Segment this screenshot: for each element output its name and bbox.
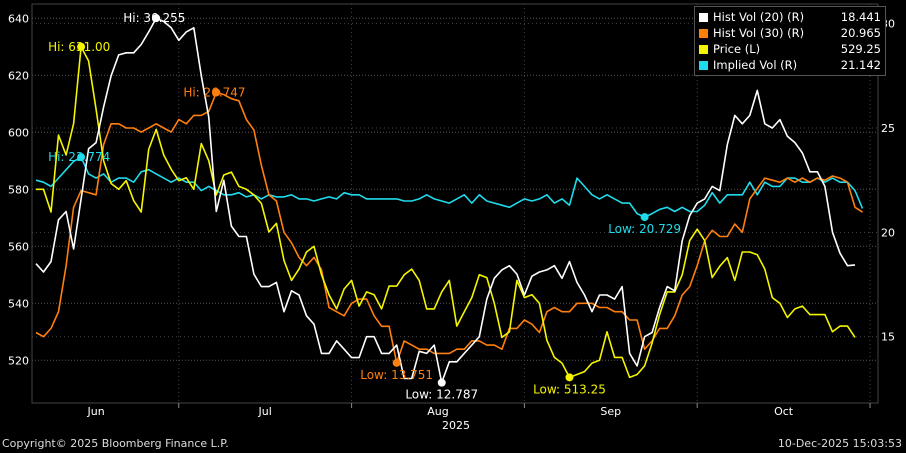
left-tick-label: 620 <box>8 69 29 82</box>
annotations: Hi: 631.00 Hi: 30.255 Hi: 26.747 Hi: 23.774… <box>48 11 681 401</box>
legend-swatch-iv <box>699 60 708 70</box>
annotation-marker <box>392 358 401 367</box>
month-label: Aug <box>427 405 448 418</box>
copyright: Copyright© 2025 Bloomberg Finance L.P. <box>2 437 229 450</box>
annotation-label: Low: 12.787 <box>405 388 478 402</box>
timestamp: 10-Dec-2025 15:03:53 <box>777 437 902 450</box>
legend-swatch-hv30 <box>699 28 708 38</box>
left-tick-label: 600 <box>8 126 29 139</box>
annotation-label: Low: 513.25 <box>533 382 606 396</box>
left-tick-label: 520 <box>8 354 29 367</box>
annotation-marker <box>565 373 574 382</box>
legend-item-hv30: Hist Vol (30) (R) 20.965 <box>699 25 881 41</box>
annotation-label: Hi: 30.255 <box>123 11 185 25</box>
legend-value: 529.25 <box>840 42 881 56</box>
legend-label: Price (L) <box>713 42 761 56</box>
annotation-label: Hi: 26.747 <box>183 85 245 99</box>
legend-label: Implied Vol (R) <box>713 58 798 72</box>
series-line-price <box>36 45 856 379</box>
month-label: Sep <box>600 405 621 418</box>
annotation-label: Hi: 23.774 <box>48 150 110 164</box>
right-tick-label: 15 <box>881 331 895 344</box>
legend-value: 20.965 <box>840 26 881 40</box>
annotation-marker <box>437 378 446 387</box>
annotation-marker <box>152 14 161 23</box>
left-tick-label: 540 <box>8 297 29 310</box>
legend-swatch-hv20 <box>699 12 708 22</box>
left-tick-label: 640 <box>8 12 29 25</box>
annotation-marker <box>212 88 221 97</box>
annotation-marker <box>77 153 86 162</box>
left-tick-label: 560 <box>8 240 29 253</box>
legend-label: Hist Vol (20) (R) <box>713 10 805 24</box>
legend-item-iv: Implied Vol (R) 21.142 <box>699 57 881 73</box>
annotation-marker <box>77 42 86 51</box>
legend-swatch-price <box>699 44 708 54</box>
annotation-marker <box>640 213 649 222</box>
left-tick-label: 580 <box>8 183 29 196</box>
legend-value: 21.142 <box>840 58 881 72</box>
month-label: Oct <box>774 405 794 418</box>
right-tick-label: 20 <box>881 226 895 239</box>
annotation-label: Low: 20.729 <box>608 222 681 236</box>
legend-label: Hist Vol (30) (R) <box>713 26 805 40</box>
annotation-label: Hi: 631.00 <box>48 40 110 54</box>
legend-value: 18.441 <box>840 10 881 24</box>
series-line-hv20 <box>35 17 856 384</box>
series-line-iv <box>35 156 864 218</box>
month-label: Jul <box>258 405 272 418</box>
series-lines <box>35 17 864 384</box>
month-label: Jun <box>87 405 105 418</box>
series-line-hv30 <box>35 91 863 364</box>
right-tick-label: 25 <box>881 122 895 135</box>
annotation-label: Low: 13.751 <box>360 368 433 382</box>
legend-item-hv20: Hist Vol (20) (R) 18.441 <box>699 9 881 25</box>
legend-item-price: Price (L) 529.25 <box>699 41 881 57</box>
legend: Hist Vol (20) (R) 18.441 Hist Vol (30) (… <box>694 6 886 76</box>
year-label: 2025 <box>442 419 470 432</box>
